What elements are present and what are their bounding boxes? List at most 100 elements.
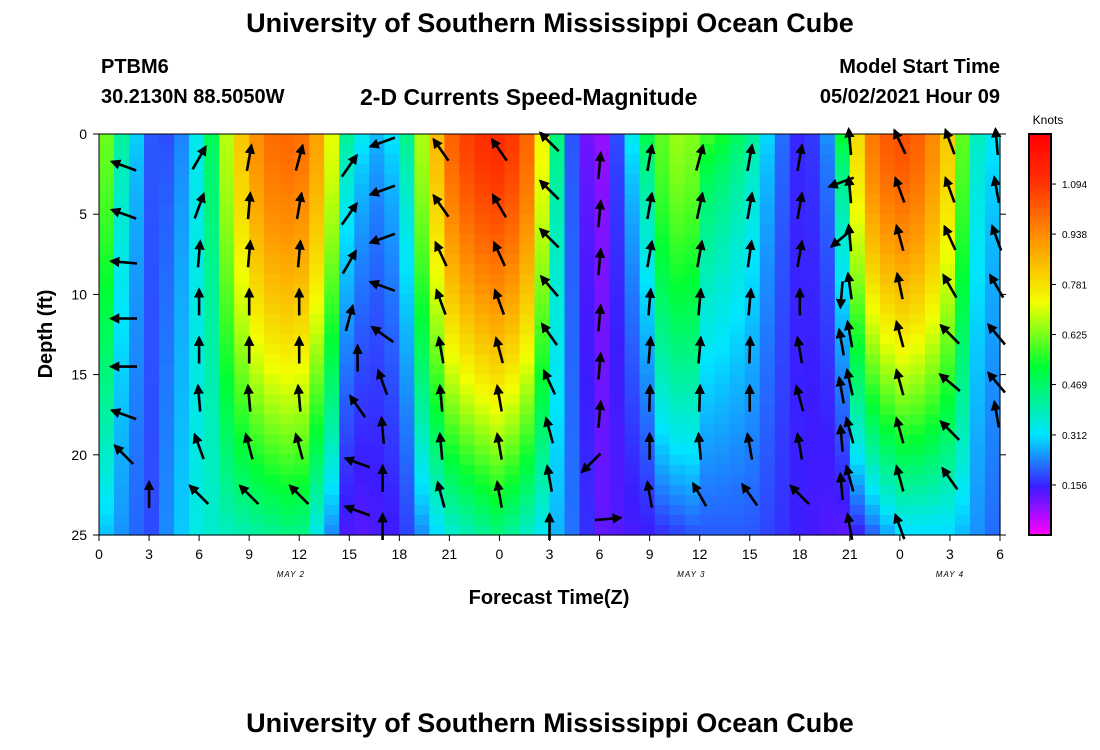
heatmap-cell [594,354,611,366]
heatmap-cell [219,234,235,245]
heatmap-cell [924,174,941,185]
heatmap-cell [654,234,671,245]
heatmap-cell [939,364,956,376]
heatmap-cell [774,424,791,436]
heatmap-cell [444,164,460,175]
heatmap-cell [384,374,400,386]
heatmap-cell [384,264,400,275]
heatmap-cell [144,254,160,265]
heatmap-cell [684,354,701,366]
heatmap-cell [204,134,220,145]
heatmap-cell [204,274,220,285]
heatmap-cell [264,364,280,376]
heatmap-cell [474,264,491,275]
heatmap-cell [249,314,265,326]
current-vector [435,431,446,460]
heatmap-cell [804,524,821,536]
heatmap-cell [324,394,340,406]
heatmap-cell [294,164,310,175]
heatmap-cell [174,344,190,356]
heatmap-cell [774,224,791,235]
heatmap-cell [369,154,385,165]
heatmap-cell [834,494,851,506]
heatmap-cell [849,184,866,195]
heatmap-cell [384,254,400,265]
heatmap-cell [219,404,235,416]
heatmap-cell [444,514,460,526]
heatmap-cell [909,334,926,346]
heatmap-cell [534,454,551,466]
heatmap-cell [864,514,881,526]
heatmap-cell [174,264,190,275]
heatmap-cell [324,334,340,346]
heatmap-cell [774,474,791,486]
heatmap-cell [474,214,491,225]
heatmap-cell [144,284,160,296]
heatmap-cell [579,164,596,175]
heatmap-cell [939,504,956,516]
heatmap-cell [369,474,385,486]
heatmap-cell [699,464,716,476]
heatmap-cell [339,174,355,185]
heatmap-cell [744,264,761,275]
heatmap-cell [489,264,506,275]
heatmap-cell [414,324,430,336]
heatmap-cell [519,474,536,486]
heatmap-cell [624,364,641,376]
heatmap-cell [984,314,1001,326]
heatmap-cell [234,354,250,366]
heatmap-cell [234,204,250,215]
heatmap-cell [444,254,460,265]
heatmap-cell [654,414,671,426]
heatmap-cell [909,374,926,386]
heatmap-cell [444,414,460,426]
heatmap-cell [984,154,1001,165]
heatmap-cell [114,404,130,416]
heatmap-cell [819,484,836,496]
heatmap-cell [114,394,130,406]
heatmap-cell [489,374,506,386]
heatmap-cell [939,384,956,396]
heatmap-cell [849,264,866,275]
heatmap-cell [144,344,160,356]
heatmap-cell [789,174,806,185]
heatmap-cell [474,134,491,145]
current-vector [694,335,706,364]
heatmap-cell [624,184,641,195]
heatmap-cell [834,204,851,215]
heatmap-cell [849,384,866,396]
heatmap-cell [804,134,821,145]
heatmap-cell [219,474,235,486]
heatmap-cell [114,294,130,306]
heatmap-cell [819,164,836,175]
current-vector [109,256,138,268]
heatmap-cell [204,294,220,306]
heatmap-cell [609,454,626,466]
heatmap-cell [969,504,986,516]
heatmap-cell [684,304,701,316]
heatmap-cell [609,484,626,496]
current-vector [741,482,759,507]
heatmap-cell [609,244,626,255]
heatmap-cell [279,454,295,466]
current-vector [645,191,656,220]
current-vector [538,227,560,249]
heatmap-cell [504,304,521,316]
heatmap-cell [654,384,671,396]
heatmap-cell [294,154,310,165]
heatmap-cell [849,204,866,215]
heatmap-cell [744,314,761,326]
heatmap-cell [714,334,731,346]
heatmap-cell [804,474,821,486]
heatmap-cell [744,214,761,225]
heatmap-cell [474,484,491,496]
current-vector [843,512,855,541]
heatmap-cell [324,474,340,486]
heatmap-cell [549,174,566,185]
heatmap-cell [954,284,971,296]
heatmap-cell [324,374,340,386]
heatmap-cell [894,374,911,386]
heatmap-cell [669,314,686,326]
heatmap-cell [639,464,656,476]
heatmap-cell [894,314,911,326]
